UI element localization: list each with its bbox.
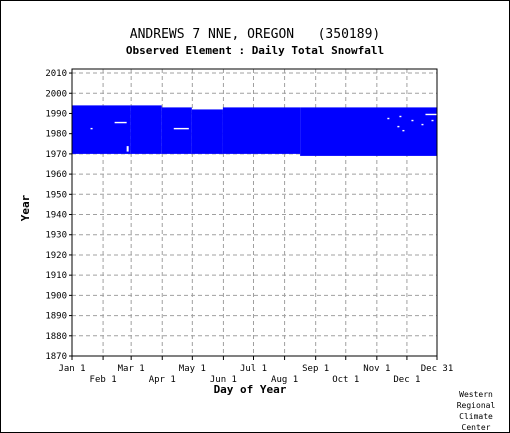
coverage-block — [71, 105, 131, 154]
missing-data-mark — [90, 127, 93, 130]
missing-data-mark — [387, 117, 390, 120]
x-axis-ticks: Jan 1 Mar 1 May 1 Jul 1 Sep 1 Nov 1 Dec 31 Feb … — [58, 356, 453, 385]
missing-data-mark — [425, 113, 437, 116]
y-tick-label: 1990 — [45, 109, 67, 119]
missing-data-mark — [411, 119, 414, 122]
missing-data-mark — [173, 127, 189, 130]
y-tick-label: 2000 — [45, 89, 67, 99]
plot-border — [71, 68, 438, 357]
x-tick-label: Apr 1 — [149, 375, 176, 385]
x-tick-label: Sep 1 — [302, 364, 329, 374]
x-tick-label: Dec 31 — [421, 364, 454, 374]
coverage-block — [161, 107, 192, 154]
x-tick-label: Jan 1 — [58, 364, 85, 374]
credit-line: Regional — [456, 401, 496, 410]
missing-data-mark — [431, 119, 434, 122]
coverage-block — [300, 107, 438, 156]
y-tick-label: 1960 — [45, 170, 67, 180]
x-tick-label: Feb 1 — [90, 375, 117, 385]
chart-title: ANDREWS 7 NNE, OREGON (350189) — [129, 27, 381, 42]
y-tick-label: 1910 — [45, 271, 67, 281]
y-tick-label: 1920 — [45, 251, 67, 261]
x-tick-label: May 1 — [179, 364, 206, 374]
x-tick-label: Jun 1 — [210, 375, 237, 385]
chart-subtitle: Observed Element : Daily Total Snowfall — [125, 44, 385, 57]
y-tick-label: 1890 — [45, 312, 67, 322]
credit-line: Climate — [459, 412, 493, 421]
x-tick-label: Dec 1 — [393, 375, 420, 385]
y-axis-label: Year — [19, 194, 32, 222]
missing-data-mark — [126, 146, 129, 152]
coverage-block — [222, 107, 301, 154]
y-tick-label: 1950 — [45, 190, 67, 200]
missing-data-mark — [421, 123, 424, 126]
x-tick-label: Aug 1 — [271, 375, 298, 385]
y-tick-label: 1880 — [45, 332, 67, 342]
x-tick-label: Mar 1 — [118, 364, 145, 374]
missing-data-mark — [402, 129, 405, 132]
y-tick-label: 1930 — [45, 231, 67, 241]
y-tick-label: 1940 — [45, 211, 67, 221]
data-coverage — [71, 105, 438, 156]
missing-data-mark — [114, 121, 127, 124]
missing-data — [90, 113, 437, 152]
x-axis-label: Day of Year — [213, 383, 287, 396]
x-tick-label: Nov 1 — [363, 364, 390, 374]
missing-data-mark — [397, 125, 400, 128]
x-tick-label: Oct 1 — [332, 375, 359, 385]
y-tick-label: 2010 — [45, 69, 67, 79]
missing-data-mark — [399, 115, 402, 118]
y-tick-label: 1980 — [45, 130, 67, 140]
coverage-block — [130, 105, 162, 154]
y-tick-label: 1900 — [45, 291, 67, 301]
x-tick-label: Jul 1 — [240, 364, 267, 374]
credit-line: Western — [459, 390, 493, 399]
y-axis-ticks: 1870 1880 1890 1900 1910 1920 1930 1940 1950 1960… — [45, 69, 72, 362]
y-tick-label: 1870 — [45, 352, 67, 362]
y-tick-label: 1970 — [45, 150, 67, 160]
credit-line: Center — [461, 423, 491, 432]
coverage-block — [191, 109, 223, 154]
credit-text: Western Regional Climate Center — [448, 389, 504, 433]
